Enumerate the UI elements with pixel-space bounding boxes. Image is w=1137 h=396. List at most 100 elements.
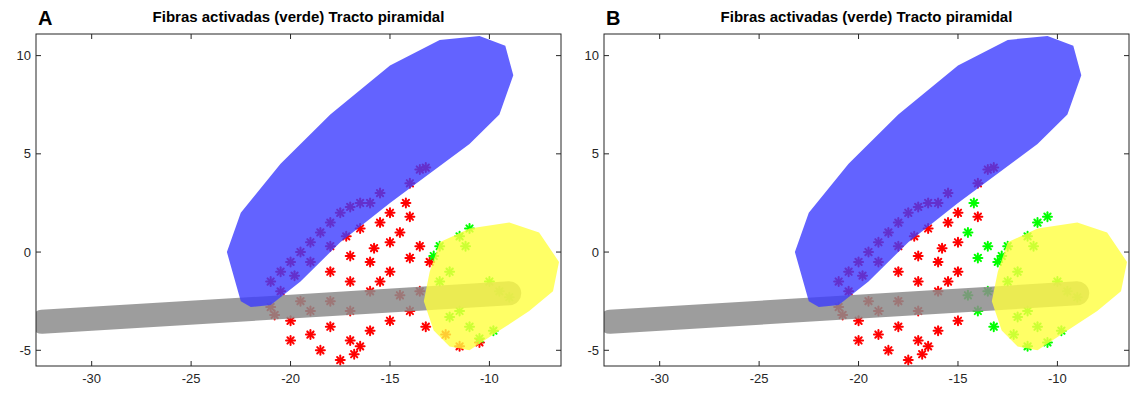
y-tick-label: 10 <box>585 48 599 63</box>
marker-stroke <box>351 351 357 357</box>
y-tick <box>36 252 41 253</box>
marker-stroke <box>955 269 961 275</box>
marker-stroke <box>939 245 945 251</box>
marker-stroke <box>935 327 941 333</box>
marker-stroke <box>347 337 353 343</box>
marker-stroke <box>387 318 393 324</box>
plot-background <box>604 34 1129 366</box>
marker-stroke <box>855 337 861 343</box>
point <box>914 251 923 260</box>
point <box>934 257 943 266</box>
marker-stroke <box>371 245 377 251</box>
x-tick <box>389 34 390 39</box>
marker-stroke <box>327 324 333 330</box>
point <box>405 253 414 262</box>
title: Fibras activadas (verde) Tracto piramida… <box>153 8 445 25</box>
marker-stroke <box>935 327 941 333</box>
marker-stroke <box>387 210 393 216</box>
point <box>904 356 913 365</box>
marker-stroke <box>895 324 901 330</box>
y-tick <box>1124 153 1129 154</box>
point <box>366 257 375 266</box>
marker-stroke <box>965 229 971 235</box>
marker-stroke <box>351 351 357 357</box>
point <box>306 330 315 339</box>
y-tick <box>1124 252 1129 253</box>
x-tick <box>191 361 192 366</box>
x-tick <box>957 361 958 366</box>
panel: -30-25-20-15-10-50510Fibras activadas (v… <box>585 7 1129 386</box>
marker-stroke <box>417 243 423 249</box>
marker-stroke <box>403 200 409 206</box>
region <box>992 223 1127 351</box>
x-tick-label: -10 <box>480 371 499 386</box>
title: Fibras activadas (verde) Tracto piramida… <box>721 8 1013 25</box>
point <box>286 336 295 345</box>
x-tick <box>759 361 760 366</box>
marker-stroke <box>377 278 383 284</box>
x-tick <box>91 361 92 366</box>
marker-stroke <box>925 343 931 349</box>
marker-stroke <box>387 318 393 324</box>
y-tick <box>604 252 609 253</box>
marker-stroke <box>367 327 373 333</box>
panel-letter: B <box>606 7 620 29</box>
x-tick-label: -10 <box>1048 371 1067 386</box>
marker-stroke <box>307 331 313 337</box>
x-tick <box>290 361 291 366</box>
marker-stroke <box>955 239 961 245</box>
marker-stroke <box>895 324 901 330</box>
point <box>385 316 394 325</box>
marker-stroke <box>347 253 353 259</box>
x-tick <box>858 34 859 39</box>
marker-stroke <box>367 327 373 333</box>
point <box>385 267 394 276</box>
marker-stroke <box>915 278 921 284</box>
x-tick <box>1057 361 1058 366</box>
point <box>336 356 345 365</box>
y-tick <box>604 350 609 351</box>
marker-stroke <box>407 255 413 261</box>
marker-stroke <box>387 269 393 275</box>
y-tick <box>556 252 561 253</box>
x-tick-label: -15 <box>381 371 400 386</box>
point <box>385 238 394 247</box>
x-tick-label: -25 <box>750 371 769 386</box>
marker-stroke <box>377 219 383 225</box>
marker-stroke <box>317 347 323 353</box>
marker-stroke <box>945 278 951 284</box>
marker-stroke <box>371 245 377 251</box>
marker-stroke <box>955 318 961 324</box>
marker-stroke <box>407 214 413 220</box>
marker-stroke <box>935 259 941 265</box>
marker-stroke <box>945 219 951 225</box>
y-tick <box>556 55 561 56</box>
point <box>401 198 410 207</box>
point <box>983 242 992 251</box>
point <box>326 322 335 331</box>
plot-area <box>42 36 559 365</box>
marker-stroke <box>905 357 911 363</box>
y-tick <box>1124 350 1129 351</box>
marker-stroke <box>1044 214 1050 220</box>
marker-stroke <box>939 245 945 251</box>
marker-stroke <box>875 331 881 337</box>
marker-stroke <box>367 259 373 265</box>
marker-stroke <box>915 278 921 284</box>
x-tick <box>957 34 958 39</box>
point <box>346 336 355 345</box>
point <box>973 212 982 221</box>
marker-stroke <box>955 210 961 216</box>
marker-stroke <box>347 278 353 284</box>
point <box>415 242 424 251</box>
marker-stroke <box>915 253 921 259</box>
plot-background <box>36 34 561 366</box>
point <box>914 336 923 345</box>
marker-stroke <box>985 243 991 249</box>
point <box>894 267 903 276</box>
x-tick <box>489 34 490 39</box>
point <box>421 322 430 331</box>
marker-stroke <box>347 253 353 259</box>
point <box>953 238 962 247</box>
marker-stroke <box>327 269 333 275</box>
